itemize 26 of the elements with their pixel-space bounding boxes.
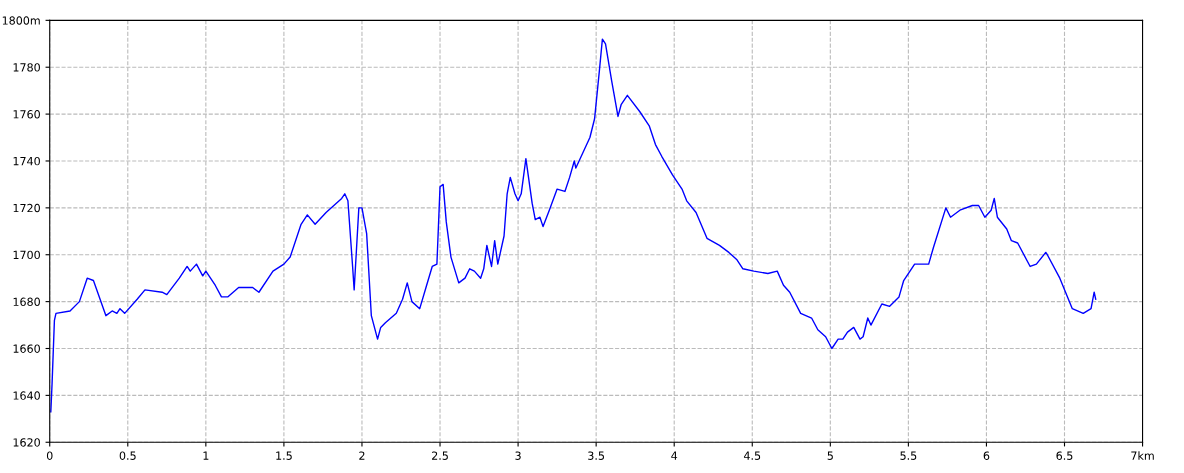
x-tick-label: 1: [203, 451, 209, 460]
x-tick-label: 6: [983, 451, 990, 460]
y-tick-label: 1760: [13, 110, 40, 119]
y-tick-label: 1660: [13, 344, 40, 353]
x-tick-label: 0.5: [119, 451, 136, 460]
x-tick-label: 2: [359, 451, 365, 460]
x-tick-label: 7km: [1131, 451, 1154, 460]
x-tick-label: 3.5: [588, 451, 605, 460]
x-tick-label: 3: [515, 451, 521, 460]
y-tick-label: 1800m: [2, 16, 40, 25]
x-tick-label: 2.5: [432, 451, 448, 460]
x-tick-label: 5.5: [900, 451, 917, 460]
y-tick-label: 1700: [13, 250, 40, 260]
x-tick-label: 1.5: [276, 451, 292, 460]
y-tick-label: 1720: [13, 203, 40, 213]
x-tick-label: 5: [827, 451, 833, 460]
x-tick-label: 4: [671, 451, 678, 460]
x-tick-label: 0: [46, 451, 53, 460]
y-tick-label: 1620: [13, 438, 40, 447]
y-tick-label: 1680: [13, 297, 40, 306]
x-tick-label: 4.5: [743, 451, 761, 460]
x-tick-label: 6.5: [1056, 451, 1073, 460]
y-tick-label: 1640: [13, 391, 40, 400]
y-tick-label: 1780: [13, 63, 40, 72]
y-tick-label: 1740: [13, 156, 40, 166]
line-series: [50, 38, 1097, 413]
